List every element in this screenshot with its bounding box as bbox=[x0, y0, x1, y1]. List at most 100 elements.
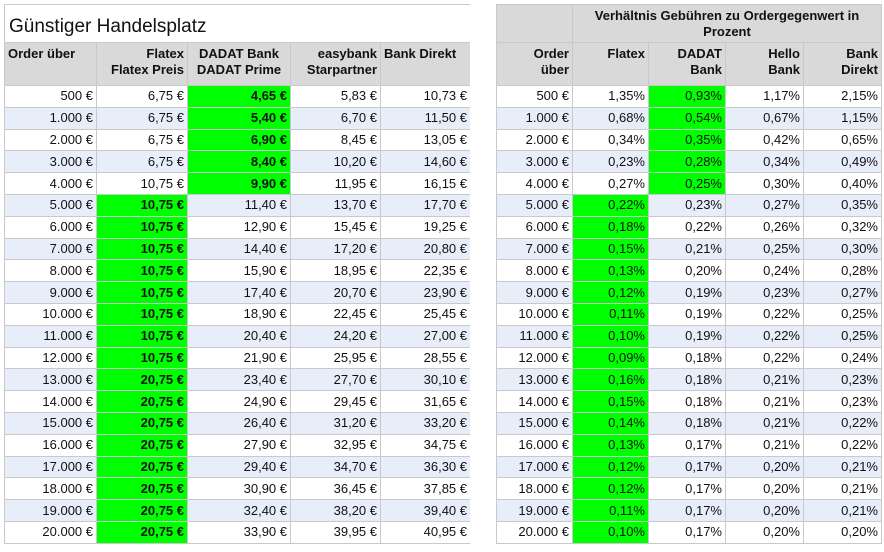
table-row: 3.000 €6,75 €8,40 €10,20 €14,60 € bbox=[4, 150, 471, 174]
value-cell: 0,10% bbox=[572, 520, 649, 544]
table-row: 19.000 €20,75 €32,40 €38,20 €39,40 € bbox=[4, 499, 471, 522]
value-cell: 28,55 € bbox=[380, 346, 471, 370]
column-header-line2: Bank bbox=[768, 62, 800, 77]
value-cell: 32,40 € bbox=[187, 499, 291, 522]
order-amount-cell: 8.000 € bbox=[4, 259, 97, 283]
value-cell: 33,20 € bbox=[380, 411, 471, 435]
value-cell: 5,40 € bbox=[187, 106, 291, 130]
column-header-line2: DADAT Prime bbox=[196, 62, 282, 77]
value-cell: 0,28% bbox=[803, 259, 882, 283]
value-cell: 1,35% bbox=[572, 85, 649, 108]
value-cell: 14,60 € bbox=[380, 150, 471, 174]
column-header-line1: Hello bbox=[768, 46, 800, 61]
order-amount-cell: 19.000 € bbox=[4, 499, 97, 522]
value-cell: 0,21% bbox=[725, 411, 804, 435]
value-cell: 6,75 € bbox=[96, 106, 188, 130]
column-header-line1: Bank bbox=[846, 46, 878, 61]
value-cell: 36,45 € bbox=[290, 477, 381, 501]
value-cell: 0,18% bbox=[648, 346, 726, 370]
percent-table-title: Verhältnis Gebühren zu Ordergegenwert in… bbox=[572, 4, 882, 43]
order-amount-cell: 16.000 € bbox=[4, 433, 97, 457]
value-cell: 0,24% bbox=[725, 259, 804, 283]
order-amount-cell: 5.000 € bbox=[4, 193, 97, 217]
value-cell: 10,73 € bbox=[380, 85, 471, 108]
column-header-line1: Bank Direkt bbox=[384, 46, 457, 61]
value-cell: 21,90 € bbox=[187, 346, 291, 370]
value-cell: 31,20 € bbox=[290, 411, 381, 435]
value-cell: 0,21% bbox=[725, 368, 804, 392]
value-cell: 0,17% bbox=[648, 455, 726, 479]
value-cell: 10,75 € bbox=[96, 346, 188, 370]
column-header: Order über bbox=[496, 42, 573, 86]
value-cell: 0,34% bbox=[725, 150, 804, 174]
value-cell: 12,90 € bbox=[187, 215, 291, 239]
value-cell: 0,34% bbox=[572, 128, 649, 152]
column-header-line2: Bank bbox=[690, 62, 722, 77]
value-cell: 0,12% bbox=[572, 281, 649, 304]
table-row: 18.000 €0,12% 0,17% 0,20% 0,21% bbox=[496, 477, 882, 501]
value-cell: 6,75 € bbox=[96, 85, 188, 108]
value-cell: 0,22% bbox=[803, 433, 882, 457]
value-cell: 2,15% bbox=[803, 85, 882, 108]
value-cell: 6,70 € bbox=[290, 106, 381, 130]
value-cell: 6,75 € bbox=[96, 128, 188, 152]
order-amount-cell: 12.000 € bbox=[4, 346, 97, 370]
value-cell: 29,40 € bbox=[187, 455, 291, 479]
column-header-line2: Starpartner bbox=[306, 62, 377, 77]
value-cell: 20,75 € bbox=[96, 368, 188, 392]
value-cell: 0,24% bbox=[803, 346, 882, 370]
column-header-line1: Order über bbox=[8, 46, 76, 61]
header-row: Order über Flatex Flatex Preis DADAT Bank DA… bbox=[4, 42, 471, 86]
value-cell: 20,75 € bbox=[96, 455, 188, 479]
value-cell: 4,65 € bbox=[187, 85, 291, 108]
value-cell: 0,20% bbox=[803, 520, 882, 544]
value-cell: 30,10 € bbox=[380, 368, 471, 392]
table-row: 13.000 €20,75 €23,40 €27,70 €30,10 € bbox=[4, 368, 471, 392]
value-cell: 22,35 € bbox=[380, 259, 471, 283]
value-cell: 13,05 € bbox=[380, 128, 471, 152]
value-cell: 10,75 € bbox=[96, 193, 188, 217]
table-row: 13.000 €0,16% 0,18% 0,21% 0,23% bbox=[496, 368, 882, 392]
value-cell: 18,90 € bbox=[187, 302, 291, 326]
value-cell: 10,75 € bbox=[96, 237, 188, 261]
value-cell: 0,22% bbox=[572, 193, 649, 217]
column-header: DADAT Bank DADAT Prime bbox=[187, 42, 291, 86]
order-amount-cell: 15.000 € bbox=[496, 411, 573, 435]
value-cell: 0,25% bbox=[648, 172, 726, 195]
order-amount-cell: 10.000 € bbox=[4, 302, 97, 326]
value-cell: 0,32% bbox=[803, 215, 882, 239]
table-row: 14.000 €20,75 €24,90 €29,45 €31,65 € bbox=[4, 390, 471, 413]
column-header: easybank Starpartner bbox=[290, 42, 381, 86]
column-header-line1: Flatex bbox=[146, 46, 184, 61]
value-cell: 0,17% bbox=[648, 477, 726, 501]
value-cell: 33,90 € bbox=[187, 520, 291, 544]
table-row: 16.000 €20,75 €27,90 €32,95 €34,75 € bbox=[4, 433, 471, 457]
order-amount-cell: 2.000 € bbox=[496, 128, 573, 152]
value-cell: 1,15% bbox=[803, 106, 882, 130]
value-cell: 0,27% bbox=[725, 193, 804, 217]
order-amount-cell: 11.000 € bbox=[4, 324, 97, 348]
table-row: 10.000 €0,11% 0,19% 0,22% 0,25% bbox=[496, 302, 882, 326]
order-amount-cell: 4.000 € bbox=[4, 172, 97, 195]
value-cell: 0,27% bbox=[803, 281, 882, 304]
table-row: 12.000 €10,75 €21,90 €25,95 €28,55 € bbox=[4, 346, 471, 370]
value-cell: 34,75 € bbox=[380, 433, 471, 457]
order-amount-cell: 13.000 € bbox=[4, 368, 97, 392]
order-amount-cell: 6.000 € bbox=[496, 215, 573, 239]
column-header: DADAT Bank bbox=[648, 42, 726, 86]
value-cell: 0,19% bbox=[648, 281, 726, 304]
column-header: Order über bbox=[4, 42, 97, 86]
table-row: 18.000 €20,75 €30,90 €36,45 €37,85 € bbox=[4, 477, 471, 501]
value-cell: 0,40% bbox=[803, 172, 882, 195]
value-cell: 8,40 € bbox=[187, 150, 291, 174]
value-cell: 0,17% bbox=[648, 433, 726, 457]
column-gap bbox=[470, 4, 496, 548]
value-cell: 0,20% bbox=[648, 259, 726, 283]
column-header-line1: easybank bbox=[317, 46, 377, 61]
value-cell: 18,95 € bbox=[290, 259, 381, 283]
column-header-line2: über bbox=[540, 62, 569, 77]
value-cell: 5,83 € bbox=[290, 85, 381, 108]
value-cell: 0,21% bbox=[725, 433, 804, 457]
value-cell: 0,26% bbox=[725, 215, 804, 239]
value-cell: 24,90 € bbox=[187, 390, 291, 413]
